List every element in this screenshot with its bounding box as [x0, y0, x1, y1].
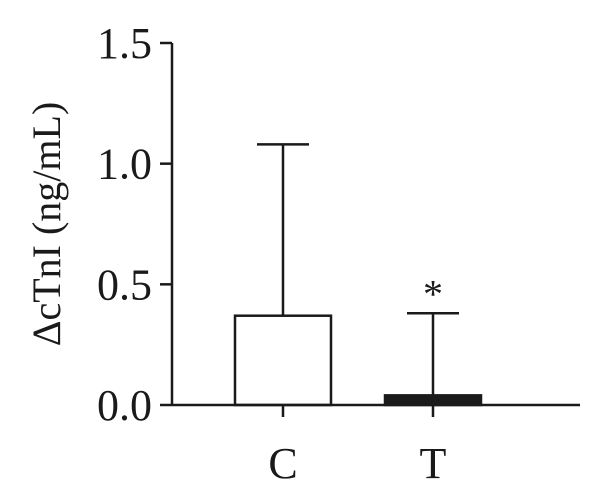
y-axis-label: ΔcTnI (ng/mL) — [24, 102, 69, 347]
bars-group — [233, 314, 483, 407]
significance-marker: * — [423, 271, 443, 316]
x-tick-label-T: T — [420, 439, 447, 488]
annotations-group: * — [423, 271, 443, 316]
y-ticks-group: 0.0 0.5 1.0 1.5 — [97, 19, 172, 430]
error-bars-group — [257, 143, 459, 396]
x-tick-label-C: C — [268, 439, 297, 488]
y-tick-label: 1.5 — [97, 19, 152, 68]
y-tick-label: 0.5 — [97, 260, 152, 309]
bar-C — [233, 314, 333, 407]
y-tick-label: 1.0 — [97, 140, 152, 189]
y-tick-label: 0.0 — [97, 381, 152, 430]
bar-T — [383, 394, 483, 407]
